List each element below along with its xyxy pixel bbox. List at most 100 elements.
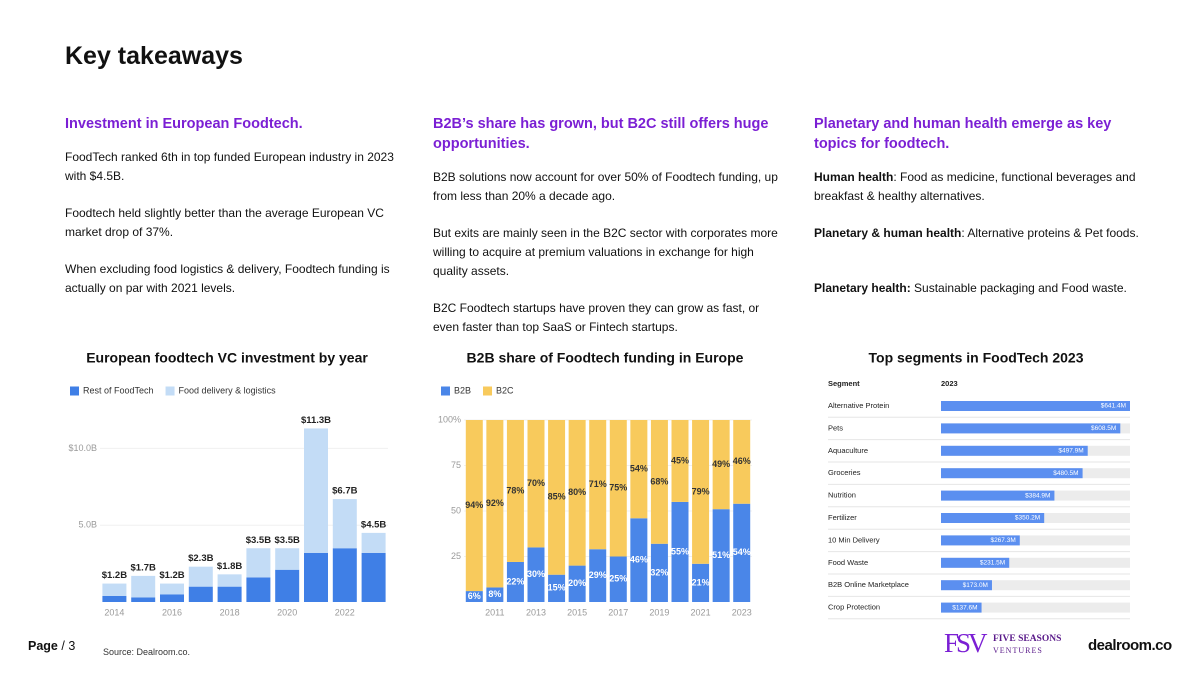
row-label: B2B Online Marketplace [828, 580, 909, 589]
bar-segment [486, 587, 504, 602]
bar-segment [361, 532, 386, 553]
value-label: 15% [548, 583, 566, 593]
legend-swatch [483, 386, 493, 396]
bar [941, 445, 1088, 456]
bar-track [941, 580, 1130, 591]
bar-segment [671, 501, 689, 602]
bar-segment [304, 428, 328, 553]
chart-title: European foodtech VC investment by year [86, 350, 368, 366]
paragraph: Human health: Food as medicine, function… [814, 168, 1154, 206]
value-label: 32% [650, 567, 668, 577]
row-label: Aquaculture [828, 446, 868, 455]
bar-track [941, 602, 1130, 613]
legend-label: B2C [496, 385, 514, 395]
x-tick-label: 2015 [567, 607, 587, 617]
bar-segment [671, 420, 689, 502]
column: Investment in European Foodtech. FoodTech… [65, 114, 395, 316]
bar-segment [733, 503, 751, 602]
legend-label: B2B [454, 385, 471, 395]
bar-segment [609, 556, 627, 602]
page-count: / 3 [61, 639, 76, 653]
value-label: 30% [527, 569, 545, 579]
x-tick-label: 2018 [220, 607, 240, 617]
value-label: $497.9M [1058, 448, 1083, 455]
bar-segment [692, 420, 710, 564]
bar-segment [548, 420, 566, 575]
bar [941, 580, 992, 591]
bar-segment [506, 420, 524, 562]
row-label: Pets [828, 423, 843, 432]
legend-swatch [441, 386, 450, 396]
bar-segment [506, 561, 524, 602]
paragraph: Planetary & human health: Alternative pr… [814, 224, 1154, 243]
logo-text: VENTURES [993, 646, 1043, 655]
value-label: 29% [589, 570, 607, 580]
bar [941, 468, 1083, 479]
row-label: Fertilizer [828, 513, 857, 522]
value-label: $267.3M [990, 537, 1015, 544]
bar-segment [246, 548, 271, 578]
value-label: 92% [486, 498, 504, 508]
value-label: 80% [568, 487, 586, 497]
x-tick-label: 2023 [732, 607, 752, 617]
legend-swatch [165, 386, 175, 396]
bar-segment [527, 547, 545, 602]
total-label: $6.7B [332, 486, 357, 497]
row-label: Groceries [828, 468, 861, 477]
bar-segment [712, 420, 730, 510]
bar-segment [465, 591, 483, 602]
row-label: Alternative Protein [828, 401, 889, 410]
paragraph-text: : Alternative proteins & Pet foods. [961, 226, 1139, 240]
bar-segment [332, 548, 357, 602]
logo-dealroom: dealroom.co [1088, 637, 1172, 654]
value-label: 21% [692, 577, 710, 587]
bar-segment [650, 420, 668, 544]
value-label: 6% [468, 591, 481, 601]
total-label: $1.2B [102, 570, 127, 581]
paragraph: But exits are mainly seen in the B2C sec… [433, 226, 778, 278]
x-tick-label: 2021 [691, 607, 711, 617]
x-tick-label: 2014 [104, 607, 124, 617]
legend-label: Rest of FoodTech [83, 385, 154, 395]
row-label: Crop Protection [828, 603, 880, 612]
value-label: 49% [712, 459, 730, 469]
total-label: $2.3B [188, 553, 213, 564]
bar-segment [102, 595, 127, 602]
bar-segment [589, 420, 607, 550]
total-label: $1.7B [131, 562, 156, 573]
x-tick-label: 2019 [649, 607, 669, 617]
bar-segment [160, 594, 184, 602]
value-label: 71% [589, 479, 607, 489]
bar-segment [246, 577, 271, 602]
value-label: 75% [609, 483, 627, 493]
value-label: 20% [568, 578, 586, 588]
total-label: $4.5B [361, 519, 386, 530]
page-number: Page / 3 [28, 639, 75, 653]
bar-segment [589, 549, 607, 602]
total-label: $3.5B [275, 535, 300, 546]
total-label: $1.8B [217, 561, 242, 572]
value-label: $480.5M [1053, 470, 1078, 477]
table-header: 2023 [941, 379, 958, 388]
y-tick-label: $10.0B [68, 443, 97, 453]
column: Planetary and human health emerge as key… [814, 114, 1154, 316]
bar [941, 557, 1010, 568]
legend-swatch [70, 386, 79, 396]
bar-segment [361, 552, 386, 602]
bar-segment [304, 552, 328, 602]
bar-segment [568, 420, 586, 566]
chart-title: B2B share of Foodtech funding in Europe [467, 350, 744, 366]
y-tick-label: 50 [451, 505, 461, 515]
x-tick-label: 2017 [608, 607, 628, 617]
x-tick-label: 2022 [335, 607, 355, 617]
value-label: $641.4M [1101, 403, 1126, 410]
value-label: $384.9M [1025, 492, 1050, 499]
y-tick-label: 100% [438, 414, 461, 424]
bar [941, 423, 1121, 434]
value-label: 8% [488, 589, 501, 599]
row-label: Nutrition [828, 491, 856, 500]
bar-segment [609, 420, 627, 557]
bar-segment [630, 420, 648, 519]
column: B2B’s share has grown, but B2C still off… [433, 114, 778, 355]
value-label: $137.6M [952, 604, 977, 611]
